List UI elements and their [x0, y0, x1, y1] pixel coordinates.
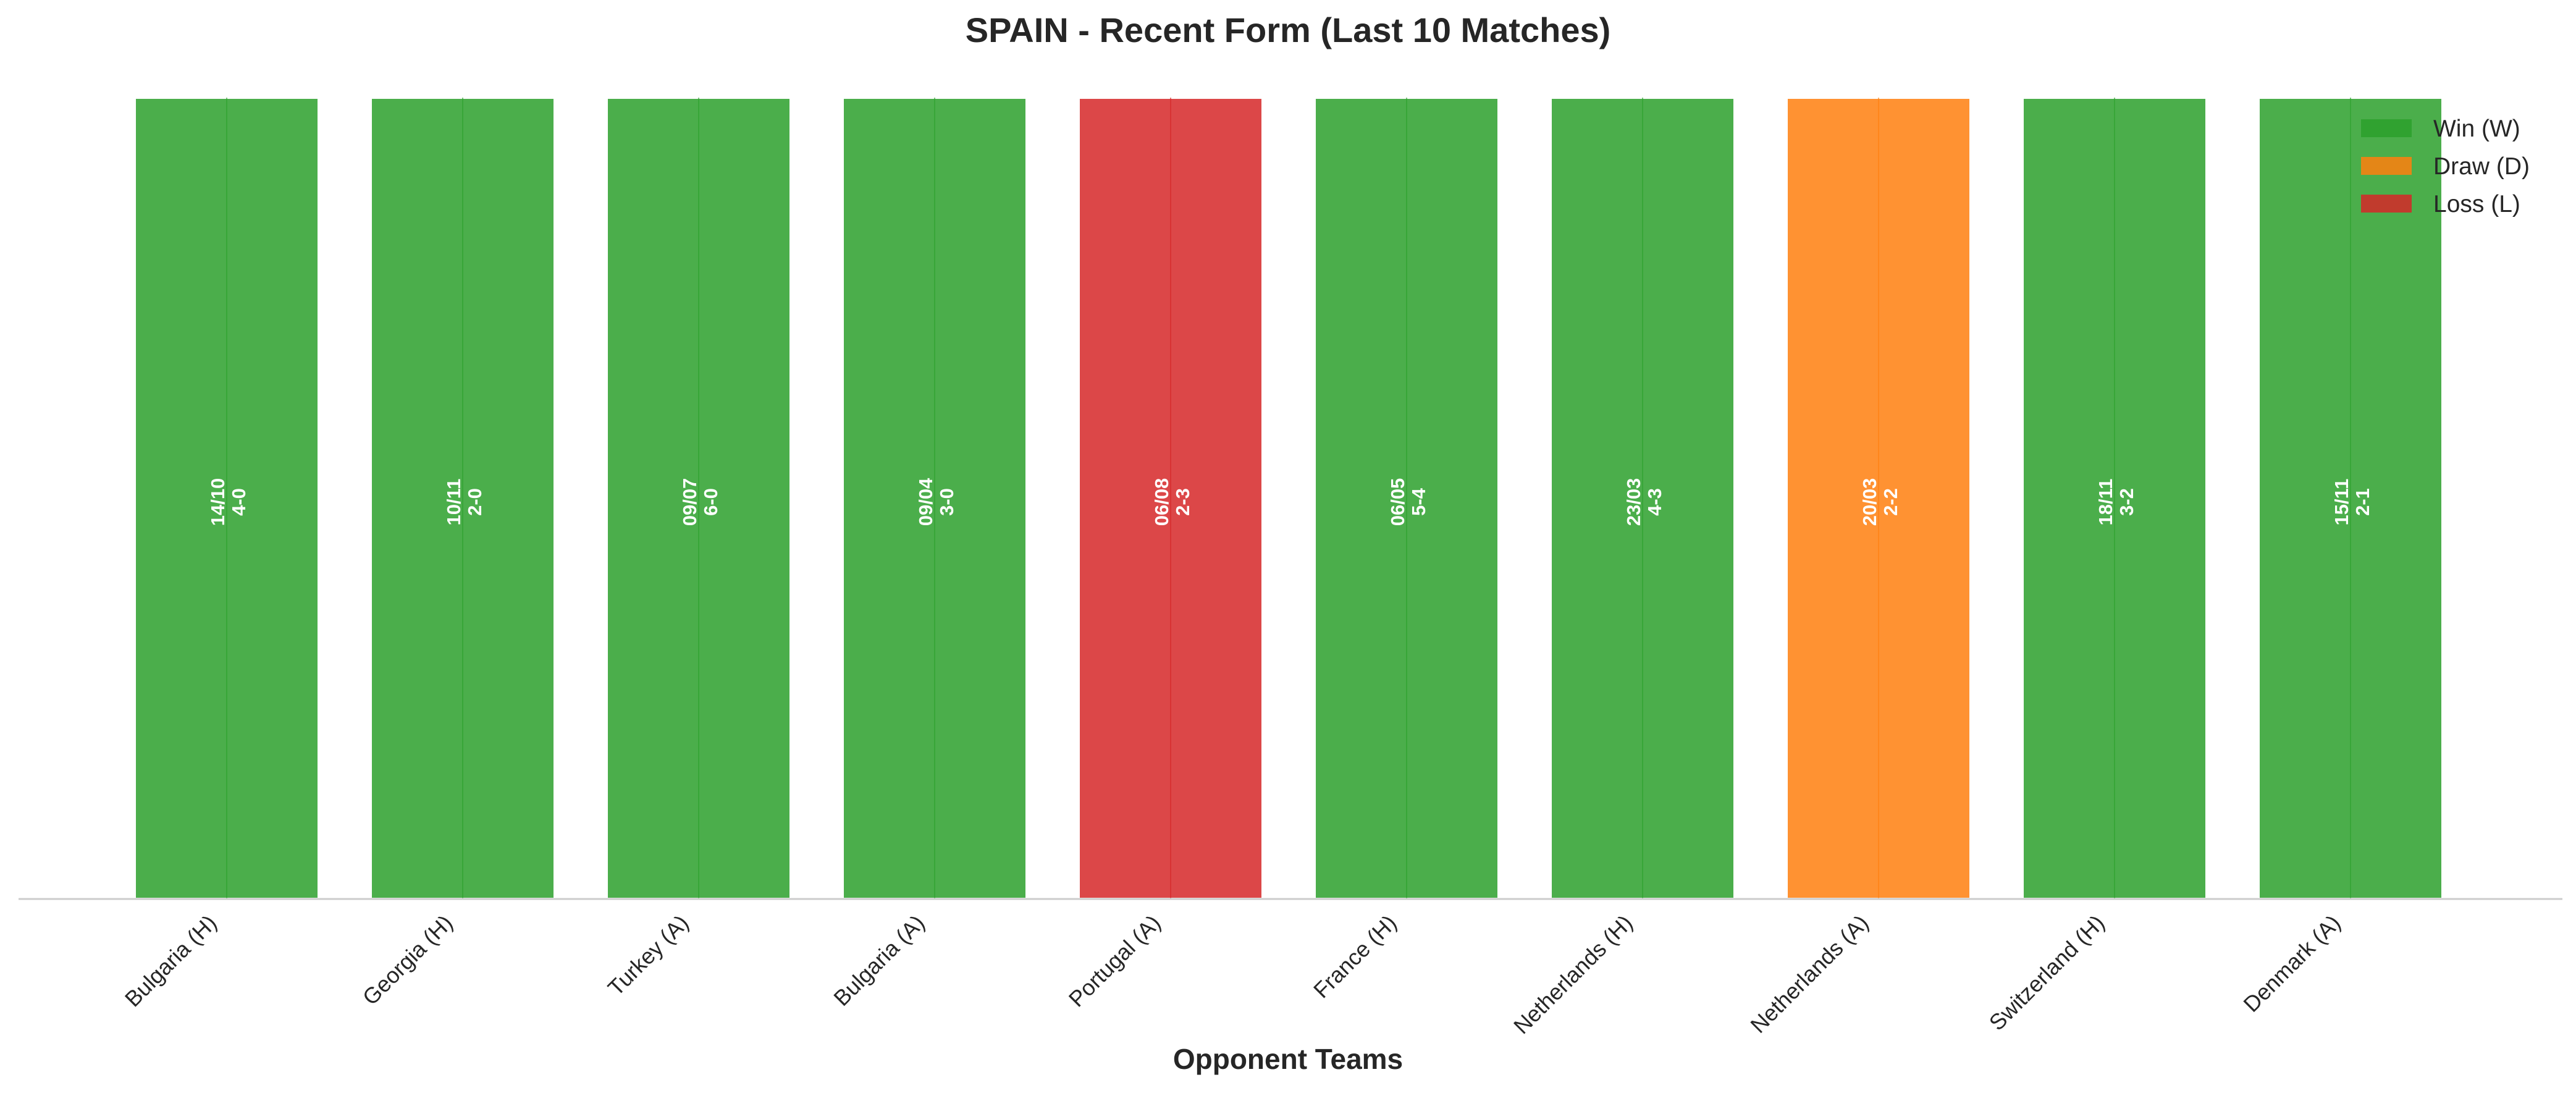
legend-swatch	[2361, 119, 2412, 137]
legend-swatch	[2361, 195, 2412, 213]
legend-swatch	[2361, 157, 2412, 175]
bar-data-label: 15/112-1	[2331, 479, 2373, 526]
x-tick-label: Denmark (A)	[2238, 910, 2345, 1017]
bar-label-date: 23/03	[1623, 478, 1644, 526]
bar-data-label: 14/104-0	[207, 478, 250, 526]
x-tick-label: Netherlands (H)	[1509, 910, 1638, 1039]
legend: Win (W) Draw (D) Loss (L)	[2361, 116, 2530, 217]
chart-title: SPAIN - Recent Form (Last 10 Matches)	[966, 11, 1611, 49]
legend-label: Loss (L)	[2433, 191, 2520, 217]
bar-label-date: 09/07	[679, 478, 701, 526]
x-tick-label: Turkey (A)	[603, 910, 694, 1001]
bar-label-score: 2-3	[1172, 488, 1193, 516]
bar-label-score: 2-0	[464, 488, 486, 516]
bar-data-label: 20/032-2	[1859, 478, 1901, 526]
bar-label-score: 5-4	[1408, 487, 1429, 516]
legend-label: Win (W)	[2433, 116, 2520, 142]
bar-data-label: 09/043-0	[915, 478, 958, 526]
x-tick-label: Portugal (A)	[1064, 910, 1166, 1012]
x-tick-label: Netherlands (A)	[1745, 910, 1873, 1038]
bar-label-date: 09/04	[915, 478, 937, 526]
bar-data-label: 06/082-3	[1151, 478, 1193, 526]
bar-data-label: 23/034-3	[1623, 478, 1665, 526]
bar-labels-layer: 14/104-0 10/112-0 09/076-0 09/043-0 06/082-3…	[207, 478, 2373, 526]
bar-label-date: 20/03	[1859, 478, 1880, 526]
bar-data-label: 06/055-4	[1387, 478, 1429, 526]
bar-label-date: 18/11	[2095, 479, 2116, 526]
bars-layer	[133, 96, 2444, 900]
x-tick-labels: Bulgaria (H) Georgia (H) Turkey (A) Bulgari…	[120, 910, 2346, 1039]
bar-label-score: 4-3	[1644, 488, 1665, 516]
bar-data-label: 10/112-0	[443, 479, 486, 526]
bar-data-label: 09/076-0	[679, 478, 722, 526]
bar-label-score: 6-0	[700, 488, 722, 516]
bar-label-date: 06/05	[1387, 478, 1408, 526]
x-tick-label: Bulgaria (H)	[120, 910, 222, 1012]
x-axis-label: Opponent Teams	[1173, 1043, 1403, 1075]
bar-label-score: 2-2	[1880, 488, 1901, 516]
x-tick-label: Georgia (H)	[358, 910, 458, 1010]
bar-label-score: 3-2	[2116, 488, 2137, 516]
x-tick-label: Bulgaria (A)	[828, 910, 929, 1011]
bar-label-score: 3-0	[936, 488, 958, 516]
bar-label-date: 15/11	[2331, 479, 2352, 526]
legend-label: Draw (D)	[2433, 153, 2530, 180]
bar-data-label: 18/113-2	[2095, 479, 2137, 526]
bar-label-date: 14/10	[207, 478, 229, 526]
bar-label-score: 2-1	[2352, 488, 2373, 516]
x-tick-label: France (H)	[1308, 910, 1402, 1003]
bar-label-date: 06/08	[1151, 478, 1172, 526]
x-tick-label: Switzerland (H)	[1984, 910, 2110, 1036]
bar-label-score: 4-0	[228, 488, 250, 516]
bar-label-date: 10/11	[443, 479, 465, 526]
